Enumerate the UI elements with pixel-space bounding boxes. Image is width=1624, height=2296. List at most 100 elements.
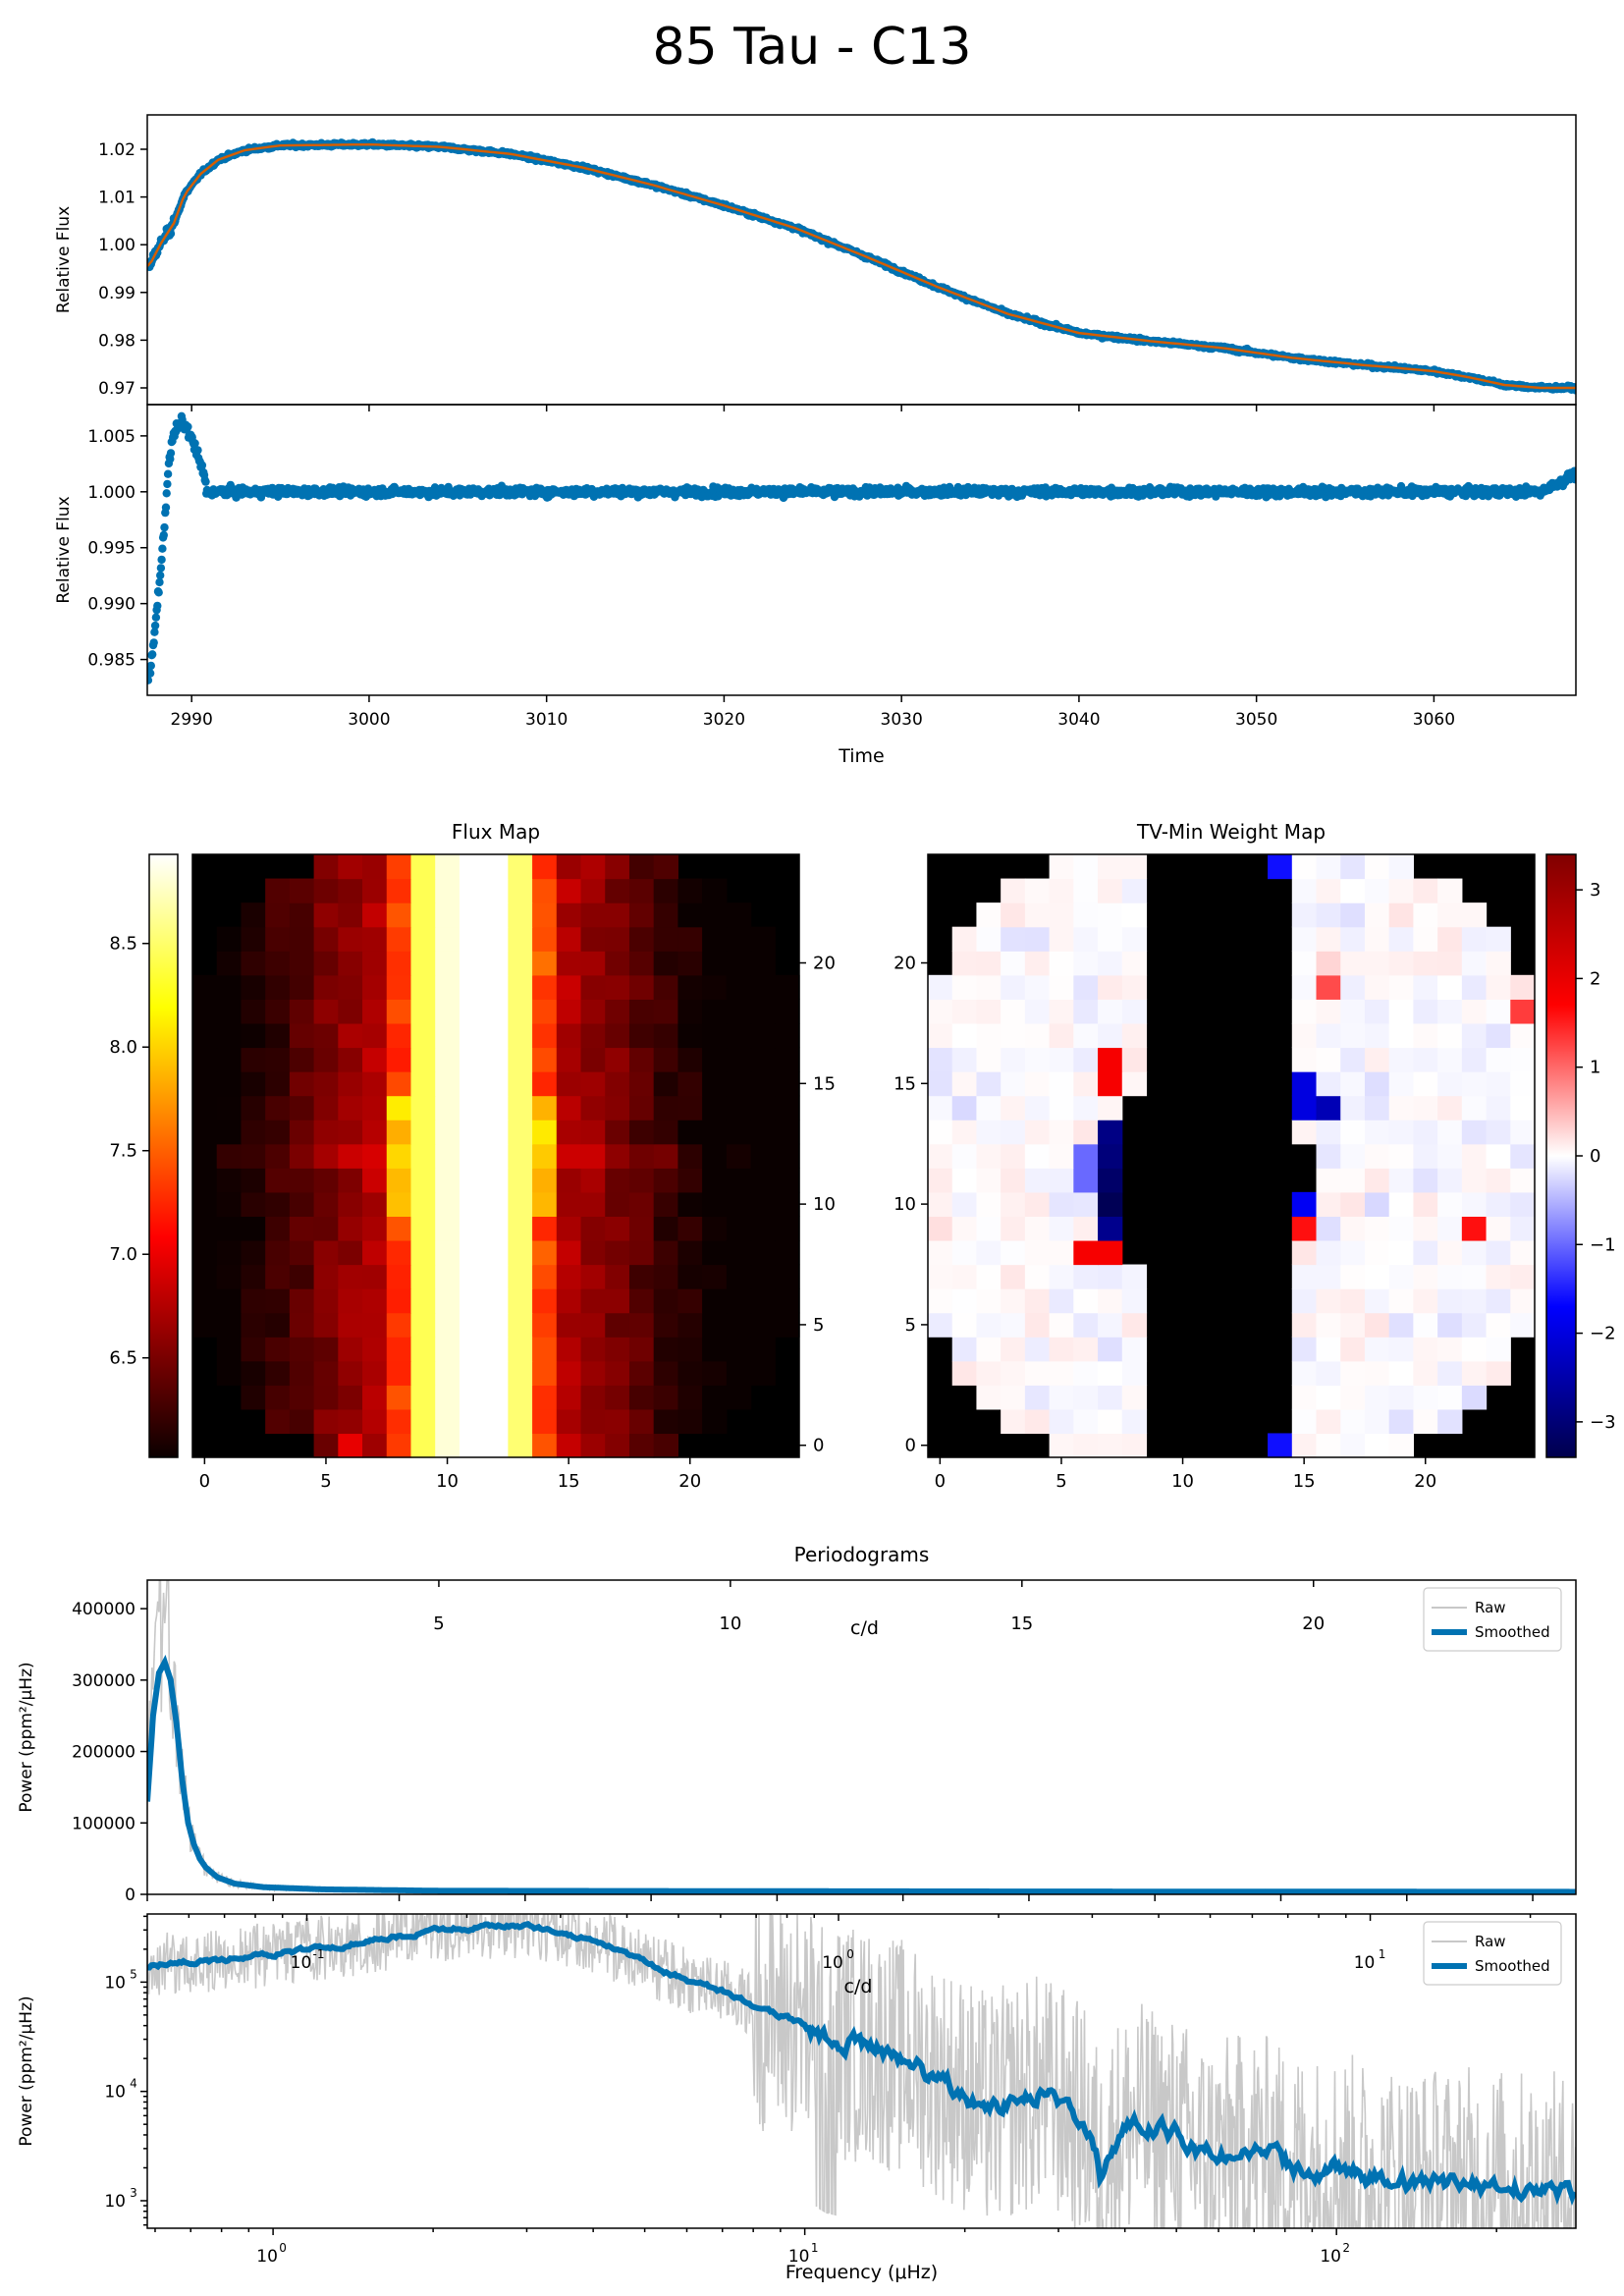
flux-map-cell bbox=[580, 1216, 606, 1241]
flux-map-cell bbox=[216, 1216, 243, 1241]
flux-map-cell bbox=[338, 974, 363, 1000]
y-tick-label: 0.97 bbox=[98, 379, 135, 399]
weight-map-cell bbox=[1024, 1071, 1051, 1097]
weight-map-cell bbox=[1121, 1385, 1148, 1410]
weight-map-cell bbox=[1437, 1168, 1463, 1193]
flux-map-cell bbox=[265, 1191, 291, 1217]
weight-map-cell bbox=[1388, 1288, 1414, 1314]
flux-map-cell bbox=[216, 1337, 243, 1362]
flux-map-cell bbox=[410, 1264, 436, 1289]
weight-map-cell bbox=[1437, 1288, 1463, 1314]
colorbar-tick-label: 7.0 bbox=[109, 1244, 137, 1265]
flux-map-cell bbox=[702, 1385, 728, 1410]
lc-detrended-point bbox=[160, 522, 169, 532]
lc-detrended-point bbox=[197, 461, 207, 469]
flux-map-cell bbox=[265, 1047, 291, 1072]
weight-map-cell bbox=[1291, 1071, 1318, 1097]
flux-map-cell bbox=[628, 1022, 655, 1049]
weight-map-cell bbox=[976, 1191, 1001, 1217]
flux-map-cell bbox=[265, 1312, 291, 1338]
weight-map-cell bbox=[1461, 1337, 1488, 1362]
flux-map-cell bbox=[580, 1022, 606, 1049]
flux-map-cell bbox=[532, 1216, 558, 1241]
weight-map-cell bbox=[1413, 1337, 1438, 1362]
flux-map-cell bbox=[775, 1216, 800, 1241]
weight-map-cell bbox=[1316, 1360, 1341, 1386]
flux-map-cell bbox=[362, 902, 388, 928]
flux-map-cell bbox=[410, 1360, 436, 1386]
weight-map-cell bbox=[1437, 1095, 1463, 1121]
flux-map-cell bbox=[653, 1095, 678, 1121]
flux-map-cell bbox=[653, 1408, 678, 1435]
weight-map-cell bbox=[1316, 1312, 1341, 1338]
weight-map-cell bbox=[928, 1168, 953, 1193]
flux-map-cell bbox=[362, 951, 388, 976]
flux-map-cell bbox=[605, 1239, 630, 1266]
flux-map-cell bbox=[605, 1312, 630, 1338]
flux-map-cell bbox=[580, 1095, 606, 1121]
flux-map-cell bbox=[653, 1312, 678, 1338]
flux-map-cell bbox=[508, 1360, 533, 1386]
weight-map-cell bbox=[1073, 1337, 1099, 1362]
weight-map-cell bbox=[1461, 1143, 1488, 1169]
lc-detrended-point bbox=[163, 479, 172, 489]
weight-map-cell bbox=[1291, 1216, 1318, 1241]
flux-map-cell bbox=[556, 1216, 582, 1241]
flux-map-cell bbox=[580, 854, 606, 880]
flux-map-cell bbox=[677, 1360, 703, 1386]
flux-map-cell bbox=[483, 878, 509, 903]
lc-detrended-point bbox=[156, 571, 165, 580]
weight-map-cell bbox=[1001, 1264, 1026, 1289]
flux-map-cell bbox=[653, 1047, 678, 1072]
flux-map-cell bbox=[338, 1360, 363, 1386]
flux-map-cell bbox=[726, 951, 752, 976]
flux-map-cell bbox=[435, 1095, 460, 1121]
flux-map-cell bbox=[580, 999, 606, 1024]
flux-map-cell bbox=[653, 1433, 678, 1458]
flux-map-cell bbox=[628, 1264, 655, 1289]
flux-map-cell bbox=[750, 1216, 776, 1241]
flux-map-cell bbox=[192, 1239, 218, 1266]
weight-map-cell bbox=[1388, 1071, 1414, 1097]
weight-map-cell bbox=[1388, 1385, 1414, 1410]
flux-map-cell bbox=[580, 1047, 606, 1072]
flux-map-cell bbox=[702, 951, 728, 976]
flux-map-cell bbox=[483, 1143, 509, 1169]
flux-map-cell bbox=[435, 878, 460, 903]
weight-map-cell bbox=[1073, 1385, 1099, 1410]
flux-map-cell bbox=[677, 1143, 703, 1169]
weight-map-cell bbox=[976, 1143, 1001, 1169]
flux-map-cell bbox=[726, 1095, 752, 1121]
lc-detrended-point bbox=[154, 588, 163, 597]
flux-map-cell bbox=[265, 1360, 291, 1386]
flux-map-cell bbox=[628, 1288, 655, 1314]
flux-map-cell bbox=[775, 1120, 800, 1145]
flux-map-cell bbox=[362, 1385, 388, 1410]
flux-map-cell bbox=[532, 951, 558, 976]
flux-map-cell bbox=[483, 1095, 509, 1121]
flux-map-cell bbox=[556, 902, 582, 928]
flux-map-cell bbox=[265, 1071, 291, 1097]
weight-map-cell bbox=[1510, 1168, 1536, 1193]
flux-map-cell bbox=[265, 999, 291, 1024]
flux-map-cell bbox=[775, 1047, 800, 1072]
flux-map-cell bbox=[750, 1071, 776, 1097]
flux-map-cell bbox=[362, 1047, 388, 1072]
flux-map-cell bbox=[459, 1337, 485, 1362]
weight-map-cell bbox=[1001, 1191, 1026, 1217]
flux-map-cell bbox=[628, 1095, 655, 1121]
flux-map-cell bbox=[702, 1071, 728, 1097]
weight-map-cell bbox=[1024, 1360, 1051, 1386]
flux-map-cell bbox=[459, 1288, 485, 1314]
weight-map-cell bbox=[1316, 1433, 1341, 1458]
weight-map-cell bbox=[1510, 1120, 1536, 1145]
flux-map-cell bbox=[580, 1408, 606, 1435]
flux-map-cell bbox=[750, 1239, 776, 1266]
weight-map-cell bbox=[976, 1216, 1001, 1241]
flux-map-cell bbox=[532, 926, 558, 952]
weight-map-cell bbox=[1340, 1168, 1366, 1193]
weight-map-cell bbox=[1001, 1239, 1026, 1266]
flux-map-cell bbox=[677, 1071, 703, 1097]
flux-map-cell bbox=[628, 1360, 655, 1386]
weight-map-cell bbox=[1510, 1191, 1536, 1217]
